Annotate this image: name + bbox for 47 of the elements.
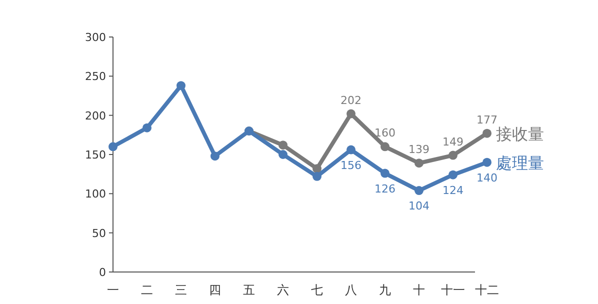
y-tick-label: 0 [99, 266, 106, 279]
point [414, 186, 424, 196]
point [176, 81, 186, 90]
data-label: 177 [476, 113, 498, 126]
point [380, 142, 390, 152]
x-tick-label: 一 [107, 283, 119, 297]
point [108, 142, 118, 152]
point [142, 123, 152, 132]
point [346, 109, 356, 118]
point [278, 150, 288, 159]
point [448, 150, 458, 160]
point [210, 152, 220, 161]
x-tick-label: 五 [243, 283, 255, 297]
x-tick-label: 八 [345, 283, 357, 297]
data-label: 124 [442, 184, 464, 197]
data-label: 104 [408, 200, 430, 213]
data-label: 149 [442, 135, 464, 148]
point [448, 170, 458, 180]
x-tick-label: 七 [311, 283, 323, 297]
data-label: 126 [374, 182, 396, 196]
data-label: 139 [408, 143, 430, 156]
data-label: 140 [476, 171, 498, 184]
x-tick-label: 十一 [441, 283, 465, 297]
x-tick-label: 四 [209, 283, 221, 297]
point [312, 172, 322, 181]
x-tick-label: 三 [175, 283, 187, 297]
legend-label: 處理量 [496, 153, 544, 172]
point [346, 145, 356, 154]
x-tick-label: 二 [141, 283, 153, 297]
point [312, 164, 322, 174]
x-tick-label: 六 [277, 283, 289, 297]
point [380, 168, 390, 178]
y-tick-label: 200 [85, 109, 106, 122]
data-label: 156 [340, 158, 362, 172]
y-tick-label: 300 [85, 31, 106, 44]
y-tick-label: 100 [85, 188, 106, 201]
y-tick-label: 250 [85, 70, 106, 84]
point [278, 140, 288, 150]
y-tick-label: 150 [85, 148, 106, 162]
x-tick-label: 九 [379, 283, 391, 297]
point [414, 158, 424, 168]
x-tick-label: 十二 [475, 283, 499, 297]
y-tick-label: 50 [92, 226, 106, 240]
data-label: 202 [340, 94, 362, 107]
data-label: 160 [374, 126, 396, 140]
legend-label: 接收量 [496, 124, 544, 144]
x-tick-label: 十 [413, 283, 425, 297]
